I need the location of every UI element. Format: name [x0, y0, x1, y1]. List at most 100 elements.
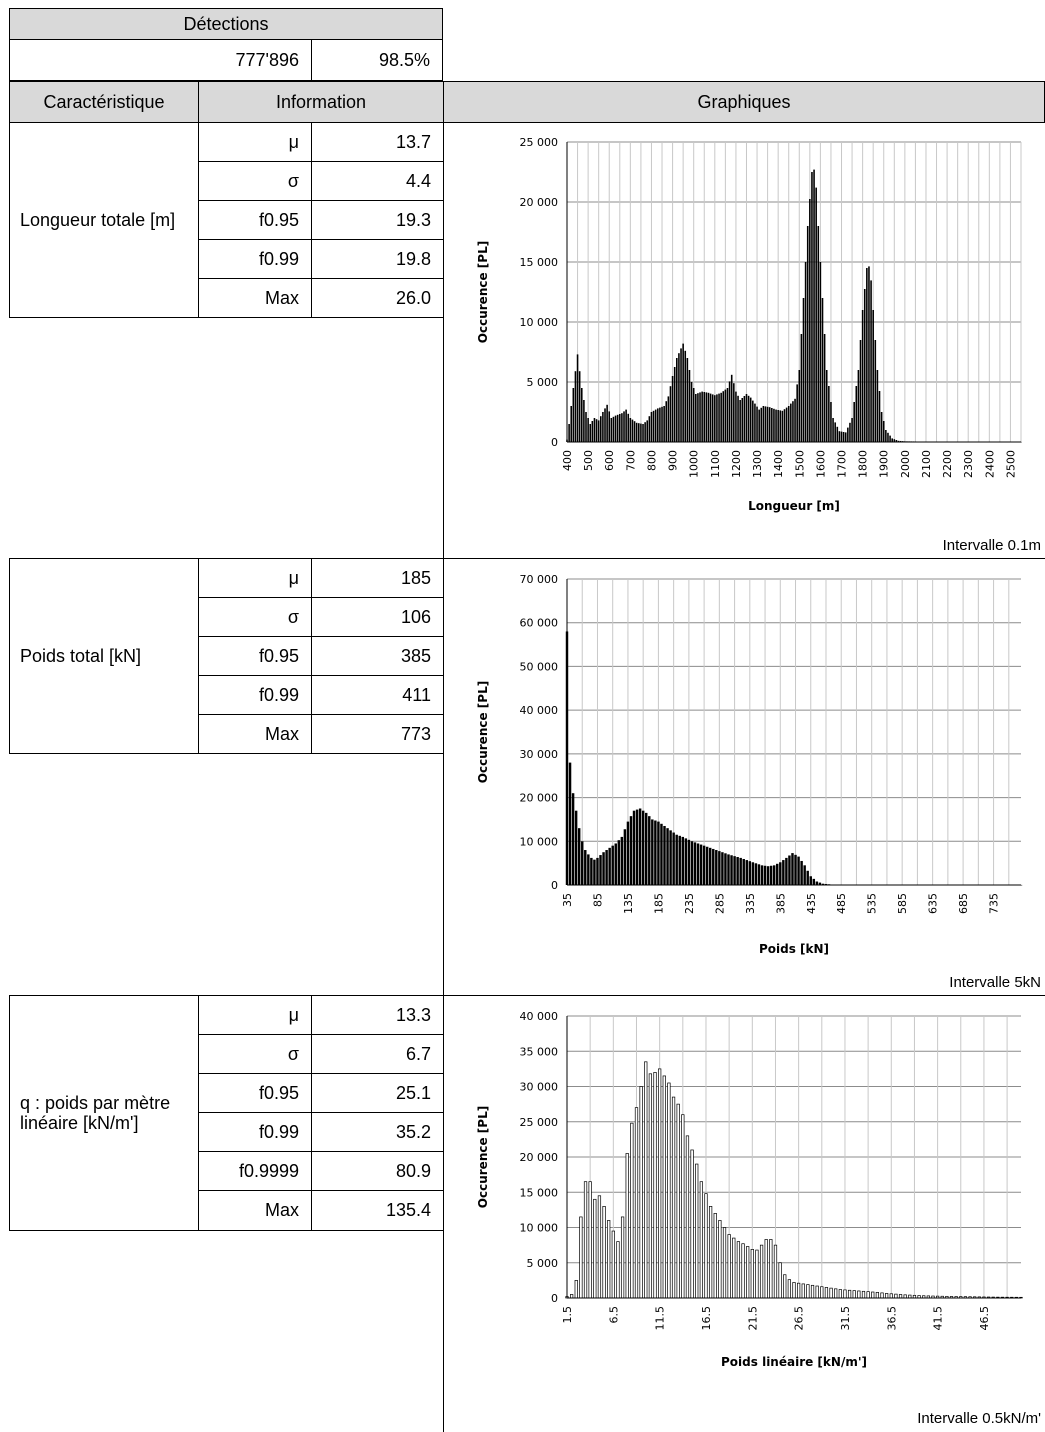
x-tick-label: 41.5: [932, 1306, 945, 1331]
histogram-bar: [661, 406, 663, 442]
histogram-bar: [724, 389, 727, 442]
histogram-bar: [810, 1284, 815, 1299]
histogram-bar: [857, 1290, 861, 1299]
x-tick-label: 21.5: [746, 1306, 759, 1331]
histogram-bar: [684, 838, 688, 885]
histogram-bar: [732, 1237, 736, 1299]
histogram-bar: [611, 845, 614, 885]
histogram-bar: [652, 410, 655, 442]
histogram-bar: [690, 841, 694, 885]
histogram-bar: [730, 374, 733, 442]
histogram-bar: [599, 855, 602, 885]
x-tick-label: 1200: [730, 450, 743, 478]
col-graphs: Graphiques: [443, 81, 1045, 123]
histogram-bar: [751, 862, 755, 885]
histogram-bar: [857, 370, 860, 442]
x-tick-label: 1300: [751, 450, 764, 478]
histogram-bar: [800, 860, 803, 885]
histogram-bar: [868, 266, 870, 442]
stat-value: 19.8: [311, 239, 444, 279]
stat-label: f0.9999: [198, 1151, 312, 1191]
histogram-bar: [872, 310, 874, 442]
histogram-bar: [836, 426, 839, 442]
stat-label: f0.99: [198, 1112, 312, 1152]
x-tick-label: 2500: [1004, 450, 1017, 478]
histogram-bar: [803, 865, 806, 885]
histogram-bar: [625, 1153, 629, 1299]
histogram-bar: [768, 407, 771, 442]
stat-label: σ: [198, 1034, 312, 1074]
histogram-bar: [758, 409, 760, 442]
histogram-bar: [783, 1274, 787, 1299]
histogram-bar: [589, 424, 592, 442]
histogram-bar: [591, 421, 594, 442]
y-tick-label: 25 000: [520, 1116, 559, 1129]
stat-value: 411: [311, 675, 444, 715]
histogram-bar: [605, 850, 608, 885]
stat-value: 6.7: [311, 1034, 444, 1074]
histogram-bar: [772, 865, 776, 885]
histogram-bar: [812, 878, 816, 885]
histogram-bar: [821, 883, 825, 885]
histogram-bar: [587, 418, 589, 442]
stat-value: 4.4: [311, 161, 444, 201]
y-axis-title: Occurence [PL]: [476, 1106, 490, 1208]
histogram-bar: [633, 421, 636, 442]
y-tick-label: 10 000: [520, 316, 559, 329]
histogram-bar: [778, 1262, 782, 1299]
histogram-bar: [660, 823, 663, 885]
histogram-bar: [612, 416, 615, 442]
x-tick-label: 900: [667, 450, 680, 471]
histogram-bar: [666, 828, 669, 885]
histogram-bar: [711, 394, 714, 442]
stat-label: μ: [198, 122, 312, 162]
histogram-bar: [777, 410, 779, 442]
histogram-bar: [899, 440, 902, 442]
histogram-bar: [658, 1068, 662, 1299]
histogram-bar: [781, 410, 784, 442]
y-tick-label: 0: [551, 436, 558, 449]
histogram-bar: [627, 413, 630, 442]
stat-value: 185: [311, 558, 444, 598]
histogram-bar: [834, 1288, 838, 1299]
histogram-bar: [776, 863, 779, 885]
histogram-bar: [817, 226, 820, 442]
histogram-bar: [773, 1244, 778, 1299]
histogram-bar: [585, 412, 587, 442]
histogram-bar: [797, 856, 800, 885]
histogram-bar: [762, 406, 765, 442]
x-tick-label: 1800: [857, 450, 870, 478]
x-tick-label: 2000: [899, 450, 912, 478]
histogram-bar: [632, 810, 636, 885]
histogram-bar: [736, 857, 739, 885]
stat-label: f0.99: [198, 675, 312, 715]
x-tick-label: 1.5: [561, 1306, 574, 1324]
y-tick-label: 30 000: [520, 748, 559, 761]
histogram-bar: [797, 1282, 801, 1299]
histogram-bar: [885, 430, 887, 442]
histogram-bar: [707, 392, 710, 442]
histogram-bar: [676, 358, 678, 442]
histogram-bar: [804, 262, 807, 442]
histogram-bar: [760, 865, 764, 885]
x-tick-label: 1400: [772, 450, 785, 478]
histogram-bar: [614, 843, 617, 885]
graph-column-left-border: [443, 81, 444, 1432]
histogram-bar: [646, 420, 649, 442]
stat-label: σ: [198, 597, 312, 637]
stat-value: 385: [311, 636, 444, 676]
histogram-bar: [891, 438, 893, 442]
histogram-bar: [657, 408, 659, 442]
histogram-bar: [610, 418, 613, 442]
x-tick-label: 585: [896, 893, 909, 914]
histogram-bar: [648, 416, 651, 442]
x-tick-label: 500: [582, 450, 595, 471]
x-tick-label: 185: [652, 893, 665, 914]
histogram-bar: [722, 391, 725, 442]
histogram-bar: [631, 419, 634, 442]
histogram-bar: [870, 280, 872, 442]
y-tick-label: 20 000: [520, 792, 559, 805]
histogram-bar: [756, 406, 758, 442]
histogram-bar: [783, 409, 786, 442]
histogram-bar: [880, 1292, 884, 1299]
